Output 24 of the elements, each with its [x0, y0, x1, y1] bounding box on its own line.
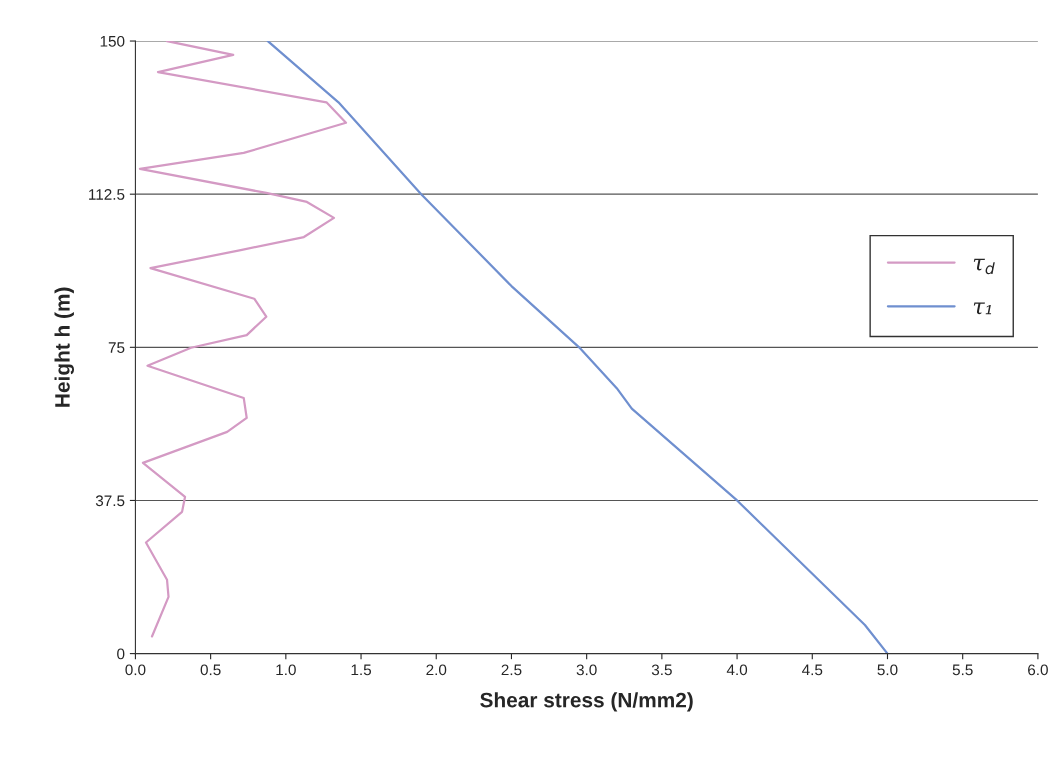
line-series: [266, 41, 889, 654]
y-tick-label: 150: [100, 35, 125, 47]
line-series: [138, 41, 348, 638]
x-axis-title: Shear stress (N/mm2): [480, 692, 693, 712]
legend-label: τ$_{d}$: [973, 258, 995, 275]
x-tick-label: 4.0: [726, 664, 748, 676]
x-tick-label: 2.0: [426, 664, 447, 676]
x-tick-label: 4.5: [802, 664, 823, 676]
x-tick-label: 6.0: [1028, 664, 1048, 676]
x-tick-label: 1.5: [351, 664, 372, 676]
x-tick-label: 0.0: [125, 664, 146, 676]
y-tick-label: 37.5: [95, 495, 125, 507]
y-axis-title: Height h (m): [54, 287, 75, 407]
x-tick-label: 1.0: [276, 664, 296, 676]
legend-label: τ₁: [973, 302, 992, 315]
y-tick-label: 75: [108, 342, 125, 354]
x-tick-label: 5.5: [952, 664, 973, 676]
y-tick-label: 0: [117, 648, 125, 660]
x-tick-label: 0.5: [200, 664, 221, 676]
x-tick-label: 5.0: [877, 664, 898, 676]
x-tick-label: 3.0: [576, 664, 597, 676]
y-tick-label: 112.5: [89, 189, 125, 200]
x-tick-label: 2.5: [501, 664, 522, 676]
x-tick-label: 3.5: [651, 664, 672, 676]
